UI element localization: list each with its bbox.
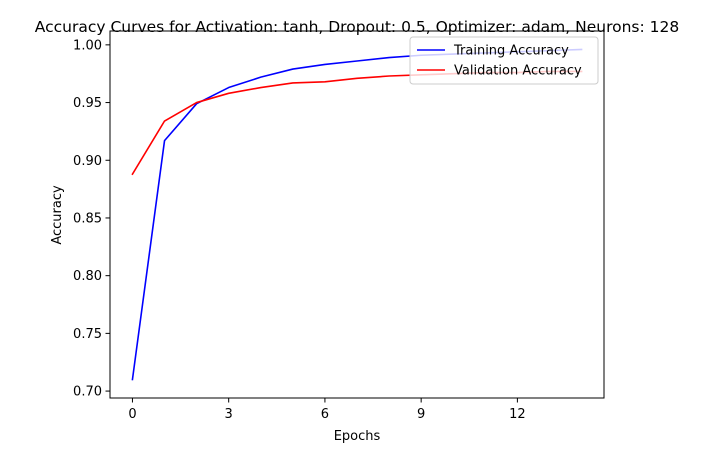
- series-line-training-accuracy: [131, 48, 583, 381]
- y-tick-label: 1.00: [73, 38, 102, 53]
- x-tick-label: 0: [128, 407, 136, 422]
- y-tick-label: 0.75: [73, 327, 102, 342]
- y-tick-label: 0.85: [73, 211, 102, 226]
- chart-title: Accuracy Curves for Activation: tanh, Dr…: [35, 18, 679, 36]
- y-tick-label: 0.95: [73, 96, 102, 111]
- x-tick-label: 3: [225, 407, 233, 422]
- y-axis-title: Accuracy: [50, 185, 65, 245]
- plot-area: 0 3 6 9 12 0.70 0.75 0.80 0.85 0.90 0.95 1.00 Traini…: [73, 30, 605, 422]
- series-line-validation-accuracy: [131, 70, 583, 176]
- x-axis-title: Epochs: [334, 429, 381, 444]
- x-tick-label: 9: [417, 407, 425, 422]
- legend-label-validation-accuracy: Validation Accuracy: [454, 64, 582, 79]
- x-tick-label: 6: [321, 407, 329, 422]
- y-tick-label: 0.70: [73, 385, 102, 400]
- x-tick-label: 12: [509, 407, 526, 422]
- legend-label-training-accuracy: Training Accuracy: [453, 44, 569, 59]
- y-tick-label: 0.90: [73, 154, 102, 169]
- y-tick-label: 0.80: [73, 269, 102, 284]
- plot-frame: [109, 30, 605, 399]
- legend-box: [409, 36, 599, 85]
